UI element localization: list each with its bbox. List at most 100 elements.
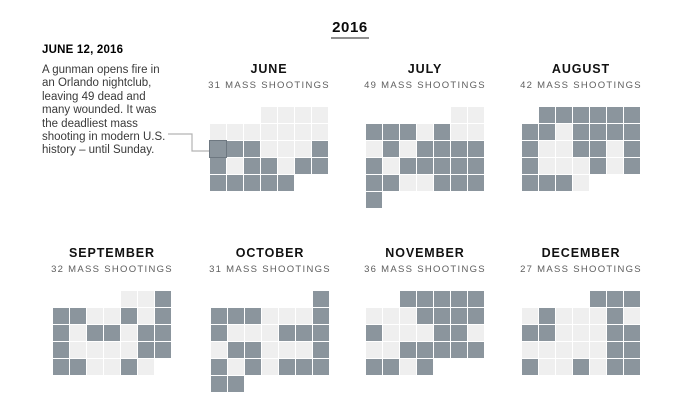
calendar-day-cell [539,141,555,157]
calendar-day-cell [434,342,450,358]
calendar-day-cell [400,124,416,140]
calendar-day-cell [573,308,589,324]
calendar-day-cell [121,291,137,307]
calendar-day-cell [261,141,277,157]
calendar-day-cell [539,308,555,324]
calendar-day-cell [522,359,538,375]
calendar-day-cell [417,291,433,307]
month-name: DECEMBER [541,246,621,260]
calendar-day-cell [434,141,450,157]
calendar-day-cell [434,175,450,191]
calendar-day-cell [228,359,244,375]
calendar-day-cell [451,141,467,157]
calendar-day-cell [624,325,640,341]
calendar-day-cell [539,107,555,123]
calendar-day-cell [121,325,137,341]
month-shooting-count: 32 MASS SHOOTINGS [51,264,173,275]
calendar-day-cell [155,291,171,307]
calendar-day-cell [366,141,382,157]
calendar-day-cell [400,141,416,157]
calendar-day-cell [261,107,277,123]
calendar-day-cell [228,325,244,341]
calendar-day-cell [573,359,589,375]
calendar-day-cell [468,141,484,157]
calendar-day-cell [104,325,120,341]
calendar-day-cell [53,325,69,341]
calendar-day-cell [210,158,226,174]
calendar-day-cell [607,141,623,157]
calendar-day-cell [104,342,120,358]
annotation-orlando: JUNE 12, 2016 A gunman opens fire in an … [42,44,194,158]
calendar-day-cell [228,308,244,324]
calendar-day-cell [590,359,606,375]
month-block-september: SEPTEMBER 32 MASS SHOOTINGS [51,246,173,396]
calendar-day-cell [539,124,555,140]
calendar-day-cell [121,342,137,358]
calendar-day-cell [313,308,329,324]
calendar-day-cell [468,107,484,123]
month-name: AUGUST [551,62,611,76]
calendar-day-cell [451,291,467,307]
calendar-day-cell [607,291,623,307]
calendar-day-cell [383,325,399,341]
calendar-day-cell [278,124,294,140]
calendar-day-cell [607,107,623,123]
month-calendar-grid [522,107,640,191]
calendar-day-cell [366,158,382,174]
calendar-day-cell [624,124,640,140]
calendar-day-cell [400,158,416,174]
month-calendar-grid [210,107,328,191]
calendar-day-cell [434,158,450,174]
calendar-day-cell [624,141,640,157]
calendar-day-cell [417,158,433,174]
calendar-day-cell [400,175,416,191]
calendar-day-cell [366,124,382,140]
calendar-day-cell [245,308,261,324]
month-name: NOVEMBER [385,246,465,260]
month-shooting-count: 49 MASS SHOOTINGS [364,80,486,91]
calendar-day-cell [468,308,484,324]
calendar-day-cell [556,359,572,375]
calendar-day-cell [155,342,171,358]
calendar-day-cell [539,342,555,358]
calendar-day-cell [244,175,260,191]
calendar-day-cell [468,342,484,358]
calendar-day-cell [522,325,538,341]
calendar-day-cell [279,342,295,358]
calendar-day-cell [383,342,399,358]
calendar-day-cell [573,342,589,358]
calendar-day-cell [624,308,640,324]
calendar-day-cell [590,107,606,123]
calendar-day-cell [138,342,154,358]
calendar-day-cell [434,291,450,307]
calendar-day-cell [590,325,606,341]
calendar-day-cell [539,175,555,191]
calendar-day-cell [590,158,606,174]
calendar-day-cell [522,175,538,191]
calendar-day-cell [607,325,623,341]
annotation-heading: JUNE 12, 2016 [42,44,124,56]
calendar-day-cell [624,291,640,307]
calendar-day-cell [366,325,382,341]
calendar-day-cell [121,308,137,324]
month-calendar-grid [53,291,171,375]
calendar-day-cell [261,124,277,140]
calendar-day-cell [261,175,277,191]
calendar-day-cell [434,325,450,341]
month-name: JUNE [250,62,288,76]
calendar-day-cell [87,359,103,375]
calendar-day-cell [295,141,311,157]
calendar-day-cell [312,158,328,174]
calendar-day-cell [468,291,484,307]
calendar-day-cell [87,308,103,324]
calendar-day-cell [539,158,555,174]
calendar-day-cell [366,175,382,191]
calendar-day-cell [70,308,86,324]
month-block-october: OCTOBER 31 MASS SHOOTINGS [209,246,330,396]
month-calendar-grid [366,107,484,208]
calendar-day-cell [211,376,227,392]
calendar-day-cell [227,158,243,174]
calendar-day-cell [312,107,328,123]
month-name: OCTOBER [235,246,305,260]
month-calendar-grid [522,291,640,375]
